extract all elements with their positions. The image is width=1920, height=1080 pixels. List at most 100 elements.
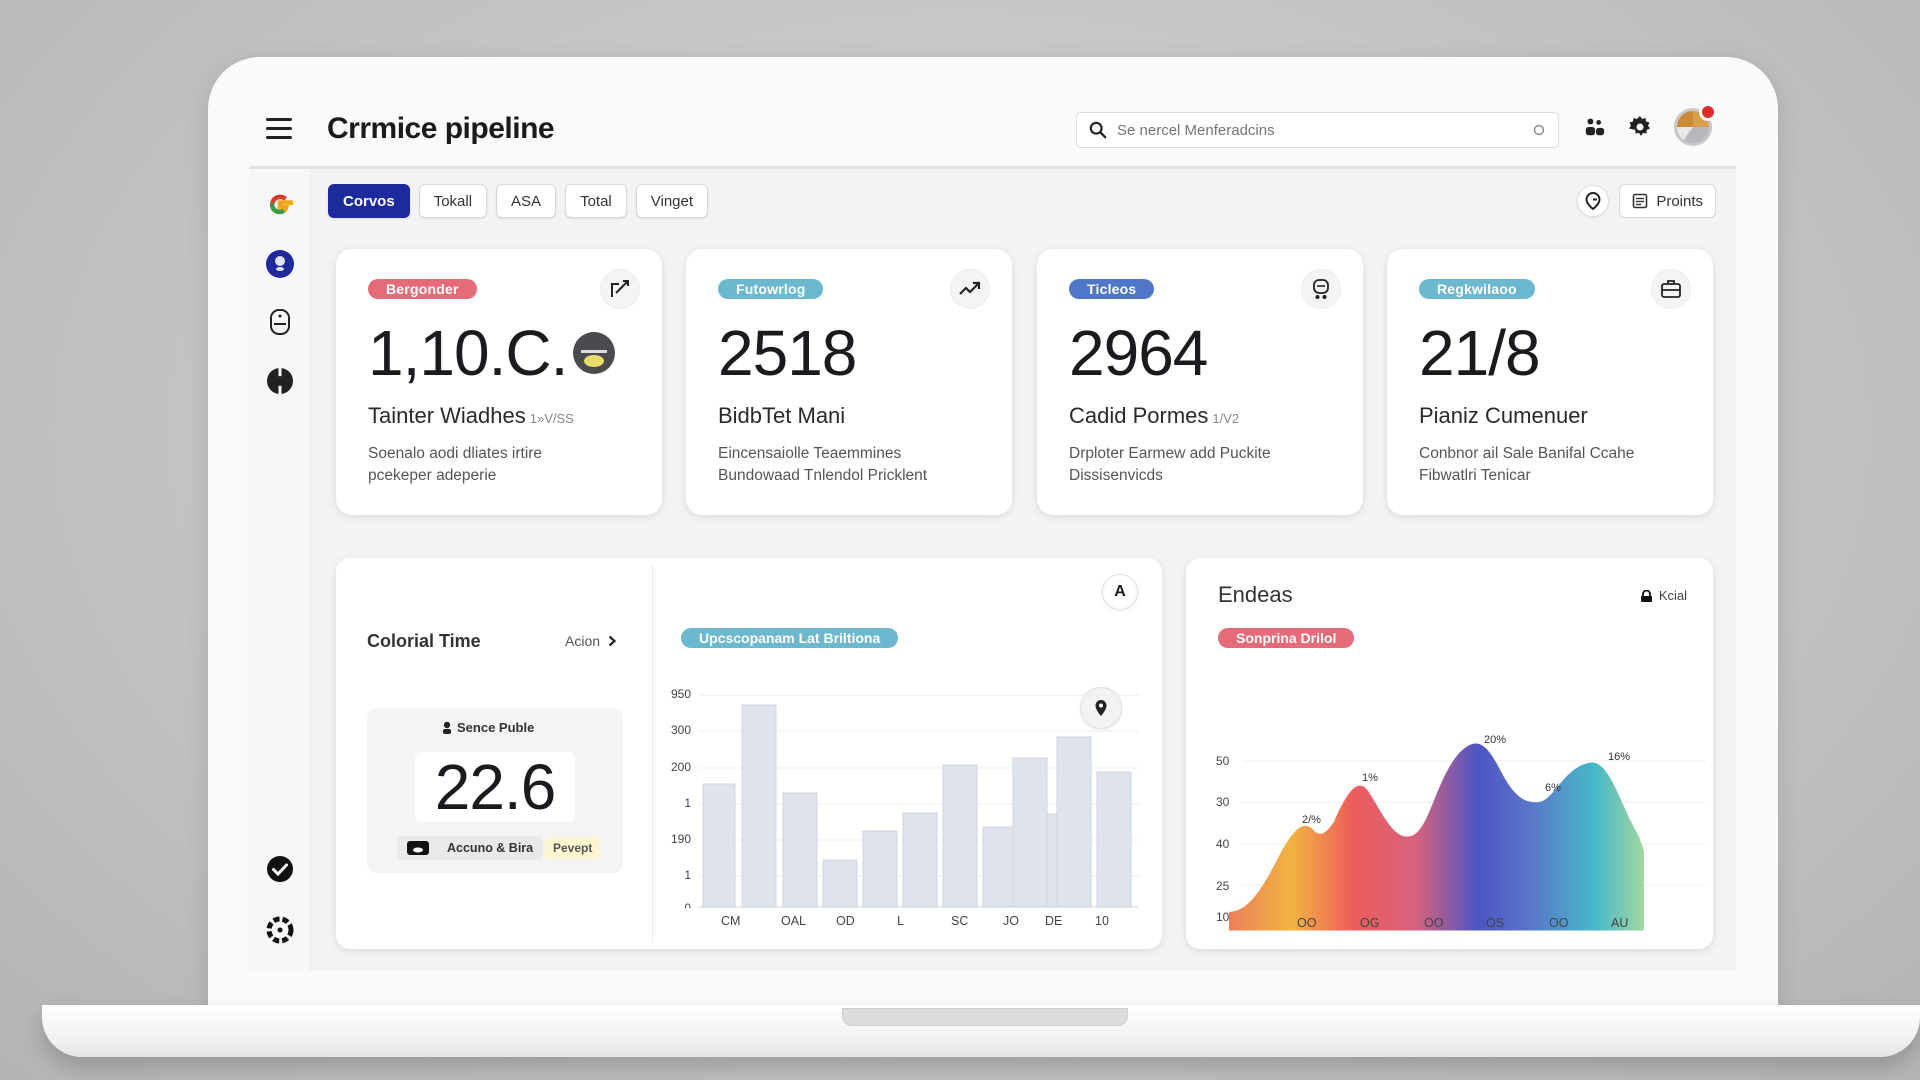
card-action-button[interactable] <box>1301 269 1341 309</box>
search-input[interactable] <box>1117 121 1532 139</box>
dashboard-area: Corvos Tokall ASA Total Vinget Proints B… <box>249 169 1736 971</box>
map-pin-button[interactable] <box>1080 687 1122 729</box>
card-action-button[interactable] <box>600 269 640 309</box>
svg-text:950: 950 <box>671 687 691 701</box>
menu-icon[interactable] <box>266 118 292 140</box>
svg-text:20%: 20% <box>1484 734 1506 746</box>
card-action-button[interactable] <box>950 269 990 309</box>
camera-icon <box>407 841 429 855</box>
points-button[interactable]: Proints <box>1619 184 1716 218</box>
colorial-title: Colorial Time <box>367 631 481 651</box>
sidebar-item-settings[interactable] <box>264 914 296 946</box>
area-chart-action[interactable]: Kcial <box>1640 588 1687 603</box>
area-chart-x-axis: OO OG OO OS OO AU <box>1297 916 1629 930</box>
sidebar-item-google[interactable] <box>264 189 296 221</box>
bar-chart: 950 300 200 1 190 1 0 <box>671 687 1139 908</box>
card-tag: Bergonder <box>368 279 477 299</box>
font-button[interactable]: A <box>1102 574 1138 610</box>
user-avatar[interactable] <box>1674 103 1717 146</box>
stat-card-1[interactable]: Bergonder 1,10.C. Tainter Wiadhes 1»V/SS … <box>336 249 662 515</box>
page-title: Crrmice pipeline <box>327 112 555 145</box>
area-chart-tag: Sonprina Drilol <box>1218 628 1355 648</box>
list-icon <box>1633 193 1648 209</box>
tab-asa[interactable]: ASA <box>496 184 557 218</box>
points-label: Proints <box>1656 192 1703 210</box>
stat-card-2[interactable]: Futowrlog 2518 BidbTet Mani Eincensaioll… <box>686 249 1012 515</box>
svg-text:30: 30 <box>1216 795 1230 809</box>
filter-tabs: Corvos Tokall ASA Total Vinget <box>328 184 709 218</box>
card-value: 21/8 <box>1419 317 1541 389</box>
card-action-button[interactable] <box>1651 269 1691 309</box>
tab-tokall[interactable]: Tokall <box>418 184 488 218</box>
panel-divider <box>652 564 653 943</box>
header-divider <box>249 166 1736 169</box>
notification-badge <box>1699 103 1717 121</box>
search-icon <box>1089 121 1107 139</box>
metric-status-tag: Pevept <box>545 837 601 859</box>
profile-icon <box>266 250 294 278</box>
area-chart-panel: Endeas Kcial Sonprina Drilol 50 30 <box>1186 558 1713 949</box>
google-icon <box>269 194 294 215</box>
edit-icon <box>611 280 629 297</box>
colorial-action-link[interactable]: Acion <box>565 633 617 649</box>
bar-chart-panel: Colorial Time Acion Sence Puble 22.6 Acc… <box>336 558 1162 949</box>
svg-text:2/%: 2/% <box>1302 814 1321 826</box>
tab-total[interactable]: Total <box>565 184 627 218</box>
card-tag: Regkwilaoo <box>1419 279 1535 299</box>
svg-text:1: 1 <box>684 868 691 882</box>
briefcase-icon <box>1661 280 1681 298</box>
svg-text:40: 40 <box>1216 837 1230 851</box>
person-icon <box>443 721 451 734</box>
card-description: Eincensaiolle Teaemmines Bundowaad Tnlend… <box>718 445 928 484</box>
sidebar <box>249 169 311 971</box>
app-header: Crrmice pipeline <box>249 100 1736 166</box>
card-description: Conbnor ail Sale Banifal Ccahe Fibwatlri … <box>1419 445 1635 484</box>
trend-icon <box>959 281 981 295</box>
svg-text:16%: 16% <box>1608 751 1630 763</box>
lock-icon <box>1640 589 1652 602</box>
svg-text:300: 300 <box>671 723 691 737</box>
svg-text:200: 200 <box>671 760 691 774</box>
metric-value: 22.6 <box>415 752 575 822</box>
bar-chart-x-axis: CM OAL OD L SC JO DE 10 <box>721 914 1109 928</box>
area-chart-title: Endeas <box>1218 582 1293 607</box>
settings-icon[interactable] <box>1628 115 1652 139</box>
svg-text:10: 10 <box>1216 910 1230 924</box>
card-tag: Futowrlog <box>718 279 824 299</box>
svg-text:1: 1 <box>684 796 691 810</box>
location-pin-icon <box>1585 192 1601 210</box>
svg-text:25: 25 <box>1216 879 1230 893</box>
laptop-notch <box>842 1008 1128 1026</box>
tab-corvos[interactable]: Corvos <box>328 184 410 218</box>
card-value: 2518 <box>718 317 857 389</box>
stat-card-4[interactable]: Regkwilaoo 21/8 Pianiz Cumenuer Conbnor … <box>1387 249 1713 515</box>
metric-box: Sence Puble 22.6 Accuno & Bira Pevept <box>367 708 623 873</box>
svg-text:1%: 1% <box>1362 772 1378 784</box>
stat-card-3[interactable]: Ticleos 2964 Cadid Pormes 1/V2 Drploter E… <box>1037 249 1363 515</box>
chevron-right-icon <box>608 635 617 647</box>
area-chart: 50 30 40 25 10 2/% 1% 20% 6% 16% <box>1216 734 1706 931</box>
users-icon[interactable] <box>1584 116 1606 138</box>
search-box[interactable] <box>1076 112 1559 148</box>
mic-icon[interactable] <box>1532 123 1546 137</box>
tab-vinget[interactable]: Vinget <box>635 184 709 218</box>
card-description: Drploter Earmew add Puckite Dissisenvicds <box>1069 445 1271 484</box>
card-title: Tainter Wiadhes 1»V/SS <box>368 403 574 428</box>
sidebar-item-tasks[interactable] <box>264 853 296 885</box>
robot-icon <box>1313 279 1329 299</box>
location-button[interactable] <box>1577 185 1610 217</box>
svg-text:0: 0 <box>684 901 691 908</box>
card-value: 2964 <box>1069 317 1208 389</box>
svg-text:50: 50 <box>1216 754 1230 768</box>
status-dot-icon <box>573 332 616 374</box>
card-title: BidbTet Mani <box>718 403 846 428</box>
sidebar-item-compass[interactable] <box>264 365 296 397</box>
bar-chart-tag: Upcscopanam Lat Briltiona <box>681 628 899 648</box>
check-circle-icon <box>267 856 293 882</box>
gear-icon <box>266 916 294 944</box>
sidebar-item-profile[interactable] <box>264 248 296 280</box>
card-tag: Ticleos <box>1069 279 1155 299</box>
svg-text:6%: 6% <box>1545 782 1561 794</box>
compass-icon <box>267 368 293 394</box>
sidebar-item-lock[interactable] <box>264 306 296 338</box>
